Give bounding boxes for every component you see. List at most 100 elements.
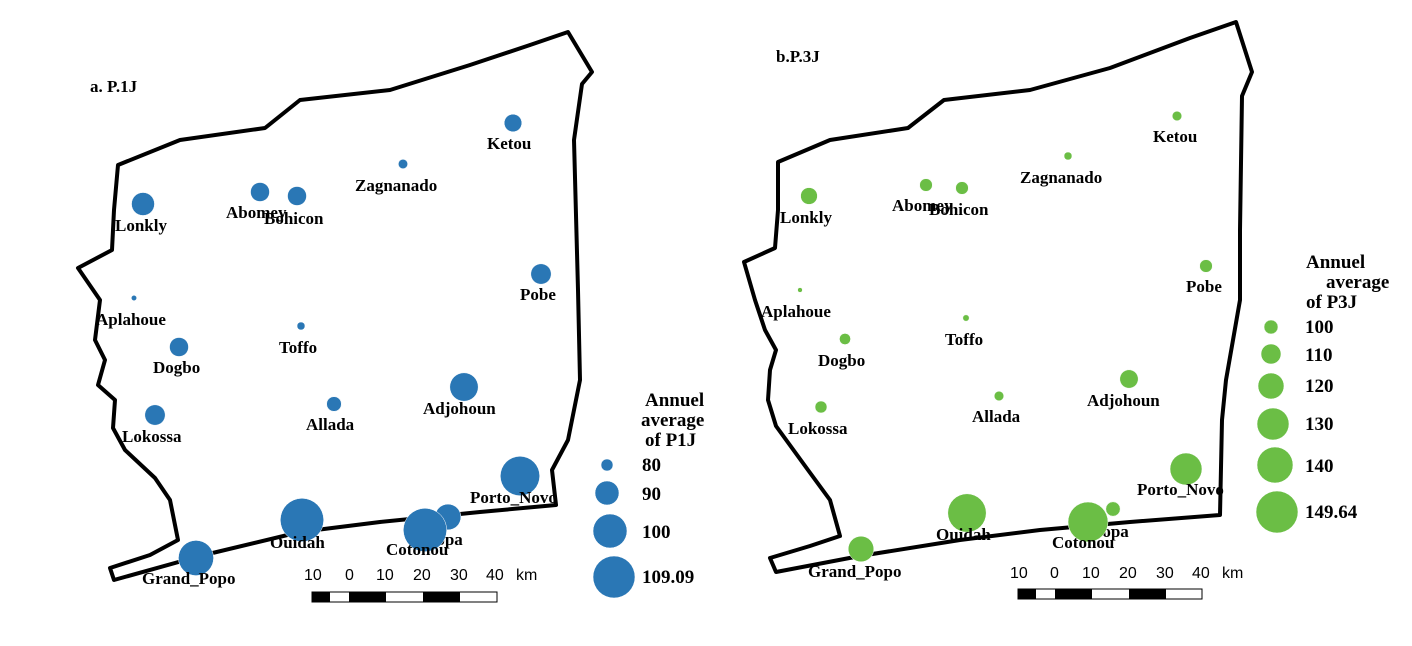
scale-b-label-3: 20 xyxy=(1119,565,1137,582)
map-b-border xyxy=(742,20,1254,574)
station-zagnanado-label: Zagnanado xyxy=(355,176,437,195)
station-porto-novo-label: Porto_Novo xyxy=(470,488,557,507)
legend-b-value-120: 120 xyxy=(1305,376,1334,397)
legend-b-value-130: 130 xyxy=(1305,414,1334,435)
station-adjohoun-marker xyxy=(449,372,479,402)
scale-a-seg-3 xyxy=(423,592,460,602)
station-pobe-label: Pobe xyxy=(520,285,556,304)
scale-b-label-1: 0 xyxy=(1050,565,1059,582)
station-bohicon-marker xyxy=(955,181,969,195)
station-grand-popo-marker xyxy=(847,535,875,563)
legend-a-title-line-2: average xyxy=(641,410,704,431)
map-a-border xyxy=(76,30,594,582)
station-bopa-marker xyxy=(1105,501,1121,517)
station-grand-popo-label: Grand_Popo xyxy=(808,562,902,581)
scale-b-unit: km xyxy=(1222,565,1243,582)
station-bohicon-label: Bohicon xyxy=(264,209,324,228)
station-zagnanado-marker xyxy=(398,159,408,169)
station-lokossa-label: Lokossa xyxy=(122,427,182,446)
station-ouidah-label: Ouidah xyxy=(936,525,991,544)
legend-a-circle-90 xyxy=(594,480,620,506)
scale-a-label-0: 10 xyxy=(304,567,322,584)
station-allada-marker xyxy=(993,390,1005,402)
station-aplahoue-label: Aplahoue xyxy=(761,302,831,321)
station-zagnanado-label: Zagnanado xyxy=(1020,168,1102,187)
station-ketou-label: Ketou xyxy=(487,134,531,153)
scale-b-seg-3 xyxy=(1129,589,1166,599)
station-porto-novo-marker xyxy=(500,456,540,496)
scale-b-frame xyxy=(1017,588,1203,600)
station-ketou-marker xyxy=(1171,110,1183,122)
station-lonkly-label: Lonkly xyxy=(780,208,832,227)
station-cotonou-marker xyxy=(403,508,447,552)
legend-b-title-line-1: Annuel xyxy=(1306,252,1365,273)
legend-b-circle-149 xyxy=(1255,490,1299,534)
station-zagnanado-marker xyxy=(1063,151,1073,161)
legend-b-value-140: 140 xyxy=(1305,456,1334,477)
scale-a-label-5: 40 xyxy=(486,567,504,584)
map-b-stations: Ketou Zagnanado Abomey Bohicon Lonkly Po… xyxy=(761,110,1224,581)
station-cotonou-label: Cotonou xyxy=(1052,533,1114,552)
legend-a-title-line-3: of P1J xyxy=(645,430,696,451)
station-ouidah-marker xyxy=(280,498,324,542)
station-dogbo-label: Dogbo xyxy=(153,358,200,377)
legend-b-value-110: 110 xyxy=(1305,345,1332,366)
station-ouidah-label: Ouidah xyxy=(270,533,325,552)
map-a-stations: Ketou Zagnanado Abomey Bohicon Lonkly Po… xyxy=(96,113,557,588)
legend-a-value-100: 100 xyxy=(642,522,671,543)
scale-a-unit: km xyxy=(516,567,537,584)
scale-a-seg-1 xyxy=(312,592,330,602)
legend-a-circle-80 xyxy=(600,458,614,472)
scale-a-label-3: 20 xyxy=(413,567,431,584)
station-aplahoue-marker xyxy=(797,287,803,293)
station-aplahoue-label: Aplahoue xyxy=(96,310,166,329)
station-abomey-label: Abomey xyxy=(226,203,287,222)
station-abomey-marker xyxy=(250,182,270,202)
map-b-scale-bar: 10 0 10 20 30 40 km xyxy=(1010,565,1243,600)
map-b-p3j: b.P.3J Ketou Zagnanado Abomey Bohicon Lo… xyxy=(742,20,1389,600)
station-adjohoun-marker xyxy=(1119,369,1139,389)
station-dogbo-label: Dogbo xyxy=(818,351,865,370)
station-dogbo-marker xyxy=(169,337,189,357)
scale-b-seg-2 xyxy=(1055,589,1092,599)
station-toffo-marker xyxy=(962,314,970,322)
station-ouidah-marker xyxy=(947,493,987,533)
legend-a-circle-109 xyxy=(592,555,636,599)
scale-b-label-2: 10 xyxy=(1082,565,1100,582)
scale-b-label-4: 30 xyxy=(1156,565,1174,582)
legend-a-value-80: 80 xyxy=(642,455,661,476)
station-adjohoun-label: Adjohoun xyxy=(1087,391,1160,410)
station-lokossa-marker xyxy=(814,400,828,414)
station-grand-popo-marker xyxy=(178,540,214,576)
station-toffo-label: Toffo xyxy=(279,338,317,357)
legend-b-circle-110 xyxy=(1260,343,1282,365)
station-allada-label: Allada xyxy=(306,415,355,434)
scale-b-label-5: 40 xyxy=(1192,565,1210,582)
map-a-legend: Annuel average of P1J 80 90 100 109.09 xyxy=(592,390,704,599)
legend-b-circle-120 xyxy=(1257,372,1285,400)
station-allada-marker xyxy=(326,396,342,412)
map-a-title: a. P.1J xyxy=(90,77,138,96)
station-allada-label: Allada xyxy=(972,407,1021,426)
station-cotonou-marker xyxy=(1067,501,1109,543)
scale-b-seg-1 xyxy=(1018,589,1036,599)
scale-a-label-1: 0 xyxy=(345,567,354,584)
legend-b-circle-130 xyxy=(1256,407,1290,441)
station-ketou-label: Ketou xyxy=(1153,127,1197,146)
station-pobe-label: Pobe xyxy=(1186,277,1222,296)
station-porto-novo-label: Porto_Novo xyxy=(1137,480,1224,499)
legend-a-value-109: 109.09 xyxy=(642,567,694,588)
station-abomey-marker xyxy=(919,178,933,192)
map-a-p1j: a. P.1J Ketou Zagnanado Abomey Bohicon L… xyxy=(76,30,704,603)
scale-a-seg-2 xyxy=(349,592,386,602)
legend-b-value-149: 149.64 xyxy=(1305,502,1358,523)
station-lonkly-label: Lonkly xyxy=(115,216,167,235)
station-pobe-marker xyxy=(530,263,552,285)
station-lokossa-marker xyxy=(144,404,166,426)
station-adjohoun-label: Adjohoun xyxy=(423,399,496,418)
station-lonkly-marker xyxy=(131,192,155,216)
station-bohicon-marker xyxy=(287,186,307,206)
station-ketou-marker xyxy=(503,113,523,133)
station-pobe-marker xyxy=(1199,259,1213,273)
